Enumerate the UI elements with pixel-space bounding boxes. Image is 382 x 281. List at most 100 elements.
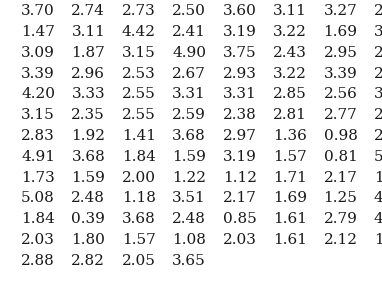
Text: 3.15: 3.15 [21,108,55,122]
Text: 3.60: 3.60 [223,4,257,18]
Text: 1.17: 1.17 [374,171,382,185]
Text: 3.27: 3.27 [324,4,357,18]
Text: 2.59: 2.59 [172,108,206,122]
Text: 2.88: 2.88 [21,254,55,268]
Text: 0.81: 0.81 [324,150,358,164]
Text: 2.96: 2.96 [71,67,105,81]
Text: 3.68: 3.68 [122,212,155,226]
Text: 3.22: 3.22 [273,67,307,81]
Text: 3.11: 3.11 [273,4,307,18]
Text: 2.93: 2.93 [223,67,257,81]
Text: 4.91: 4.91 [21,150,55,164]
Text: 2.74: 2.74 [71,4,105,18]
Text: 3.39: 3.39 [324,67,357,81]
Text: 2.17: 2.17 [324,171,358,185]
Text: 2.43: 2.43 [273,46,307,60]
Text: 1.47: 1.47 [21,25,55,39]
Text: 1.25: 1.25 [324,191,358,205]
Text: 2.50: 2.50 [172,4,206,18]
Text: 2.77: 2.77 [324,108,357,122]
Text: 3.70: 3.70 [21,4,55,18]
Text: 3.75: 3.75 [223,46,256,60]
Text: 4.70: 4.70 [374,212,382,226]
Text: 1.08: 1.08 [172,233,206,247]
Text: 1.18: 1.18 [122,191,156,205]
Text: 1.22: 1.22 [172,171,206,185]
Text: 2.41: 2.41 [172,25,206,39]
Text: 1.59: 1.59 [71,171,105,185]
Text: 3.65: 3.65 [172,254,206,268]
Text: 1.87: 1.87 [71,46,105,60]
Text: 3.19: 3.19 [223,150,257,164]
Text: 1.84: 1.84 [122,150,156,164]
Text: 3.31: 3.31 [223,87,256,101]
Text: 4.20: 4.20 [21,87,55,101]
Text: 1.61: 1.61 [273,233,307,247]
Text: 2.82: 2.82 [71,254,105,268]
Text: 2.97: 2.97 [374,46,382,60]
Text: 3.11: 3.11 [71,25,105,39]
Text: 1.61: 1.61 [273,212,307,226]
Text: 1.73: 1.73 [21,171,55,185]
Text: 1.41: 1.41 [122,129,156,143]
Text: 3.31: 3.31 [172,87,206,101]
Text: 0.39: 0.39 [71,212,105,226]
Text: 3.68: 3.68 [71,150,105,164]
Text: 2.56: 2.56 [324,87,358,101]
Text: 2.12: 2.12 [324,233,358,247]
Text: 1.71: 1.71 [273,171,307,185]
Text: 3.51: 3.51 [172,191,206,205]
Text: 2.53: 2.53 [122,67,155,81]
Text: 3.09: 3.09 [21,46,55,60]
Text: 3.68: 3.68 [172,129,206,143]
Text: 2.03: 2.03 [21,233,55,247]
Text: 2.67: 2.67 [172,67,206,81]
Text: 2.17: 2.17 [374,108,382,122]
Text: 2.83: 2.83 [21,129,55,143]
Text: 3.56: 3.56 [374,87,382,101]
Text: 3.28: 3.28 [374,25,382,39]
Text: 1.84: 1.84 [21,212,55,226]
Text: 2.48: 2.48 [172,212,206,226]
Text: 5.56: 5.56 [374,150,382,164]
Text: 5.08: 5.08 [21,191,55,205]
Text: 3.39: 3.39 [21,67,55,81]
Text: 2.00: 2.00 [122,171,156,185]
Text: 2.79: 2.79 [324,212,358,226]
Text: 1.92: 1.92 [71,129,105,143]
Text: 3.19: 3.19 [223,25,257,39]
Text: 2.17: 2.17 [223,191,257,205]
Text: 2.55: 2.55 [122,108,155,122]
Text: 4.90: 4.90 [172,46,206,60]
Text: 2.05: 2.05 [122,254,156,268]
Text: 1.69: 1.69 [273,191,307,205]
Text: 2.03: 2.03 [223,233,257,247]
Text: 1.59: 1.59 [172,150,206,164]
Text: 2.81: 2.81 [374,67,382,81]
Text: 2.85: 2.85 [273,87,307,101]
Text: 1.12: 1.12 [223,171,257,185]
Text: 1.89: 1.89 [374,233,382,247]
Text: 1.36: 1.36 [273,129,307,143]
Text: 3.22: 3.22 [273,25,307,39]
Text: 2.73: 2.73 [122,4,155,18]
Text: 2.95: 2.95 [324,46,358,60]
Text: 2.76: 2.76 [374,129,382,143]
Text: 1.57: 1.57 [273,150,307,164]
Text: 0.98: 0.98 [324,129,358,143]
Text: 4.38: 4.38 [374,191,382,205]
Text: 3.33: 3.33 [71,87,105,101]
Text: 0.85: 0.85 [223,212,256,226]
Text: 3.15: 3.15 [122,46,155,60]
Text: 2.55: 2.55 [122,87,155,101]
Text: 2.48: 2.48 [71,191,105,205]
Text: 2.38: 2.38 [223,108,256,122]
Text: 1.57: 1.57 [122,233,155,247]
Text: 4.42: 4.42 [122,25,156,39]
Text: 2.35: 2.35 [71,108,105,122]
Text: 2.97: 2.97 [223,129,257,143]
Text: 1.80: 1.80 [71,233,105,247]
Text: 2.81: 2.81 [273,108,307,122]
Text: 1.69: 1.69 [324,25,358,39]
Text: 2.87: 2.87 [374,4,382,18]
